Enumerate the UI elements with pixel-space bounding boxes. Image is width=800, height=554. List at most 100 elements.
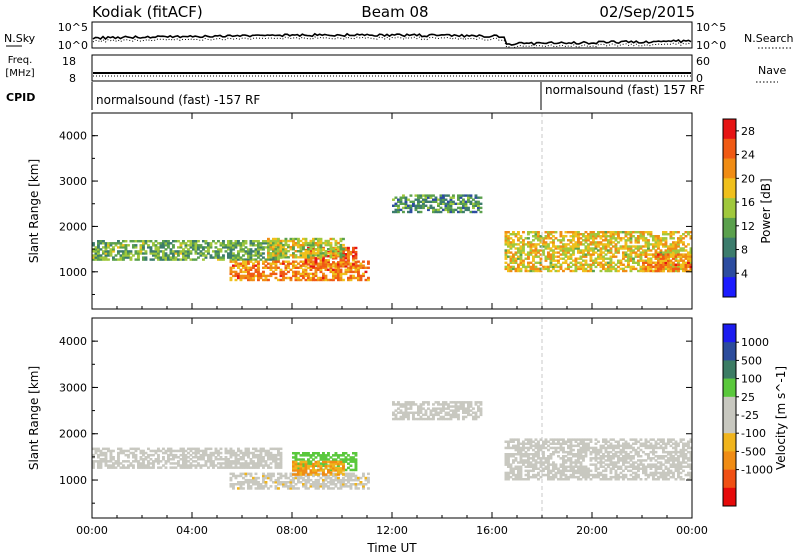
- echo-cell: [264, 278, 268, 282]
- echo-cell: [144, 466, 148, 469]
- echo-cell: [309, 268, 313, 271]
- echo-cell: [252, 453, 255, 457]
- echo-cell: [234, 453, 238, 457]
- echo-cell: [529, 245, 533, 248]
- echo-cell: [332, 272, 335, 276]
- echo-cell: [534, 255, 538, 258]
- echo-cell: [262, 474, 265, 478]
- echo-cell: [297, 487, 300, 490]
- echo-cell: [504, 265, 508, 269]
- echo-cell: [589, 446, 593, 450]
- echo-cell: [259, 453, 263, 457]
- echo-cell: [152, 460, 155, 463]
- echo-cell: [629, 478, 633, 481]
- echo-cell: [434, 200, 438, 203]
- echo-cell: [569, 444, 573, 448]
- echo-cell: [149, 458, 153, 461]
- echo-cell: [477, 200, 480, 203]
- echo-cell: [267, 258, 270, 261]
- echo-cell: [404, 204, 408, 207]
- echo-cell: [302, 458, 305, 461]
- echo-cell: [94, 252, 98, 255]
- echo-cell: [519, 257, 523, 260]
- echo-cell: [267, 451, 270, 455]
- echo-cell: [657, 243, 660, 246]
- echo-cell: [304, 483, 308, 486]
- echo-cell: [92, 242, 95, 245]
- echo-cell: [167, 246, 170, 249]
- echo-cell: [282, 278, 285, 282]
- echo-cell: [144, 256, 148, 259]
- echo-cell: [672, 475, 675, 479]
- echo-cell: [122, 252, 125, 255]
- echo-cell: [102, 258, 105, 261]
- echo-cell: [614, 469, 618, 473]
- echo-cell: [637, 249, 640, 252]
- echo-cell: [507, 235, 510, 238]
- echo-cell: [259, 252, 263, 255]
- echo-cell: [342, 250, 345, 254]
- echo-cell: [197, 252, 200, 255]
- echo-cell: [512, 267, 515, 271]
- echo-cell: [564, 235, 568, 238]
- echo-cell: [187, 256, 190, 259]
- echo-cell: [677, 469, 680, 473]
- echo-cell: [199, 458, 203, 461]
- echo-cell: [332, 472, 335, 476]
- echo-cell: [562, 450, 565, 454]
- echo-cell: [99, 449, 103, 453]
- echo-cell: [289, 248, 293, 251]
- echo-cell: [602, 446, 605, 450]
- echo-cell: [324, 467, 328, 470]
- echo-cell: [327, 476, 330, 480]
- echo-cell: [247, 276, 250, 280]
- echo-cell: [297, 250, 300, 253]
- echo-cell: [637, 269, 640, 273]
- echo-cell: [337, 274, 340, 278]
- echo-cell: [304, 243, 308, 247]
- echo-cell: [97, 258, 100, 261]
- echo-cell: [472, 417, 475, 421]
- echo-cell: [622, 473, 625, 477]
- echo-cell: [547, 455, 550, 458]
- echo-cell: [409, 407, 413, 410]
- echo-cell: [324, 243, 328, 247]
- echo-cell: [589, 265, 593, 269]
- echo-cell: [594, 467, 598, 470]
- echo-cell: [652, 450, 655, 454]
- echo-cell: [144, 252, 148, 255]
- echo-cell: [182, 451, 185, 455]
- echo-cell: [149, 453, 153, 457]
- echo-cell: [647, 269, 650, 273]
- echo-cell: [574, 265, 578, 269]
- echo-cell: [289, 278, 293, 282]
- echo-cell: [564, 255, 568, 258]
- echo-cell: [179, 458, 183, 461]
- echo-cell: [527, 233, 530, 236]
- echo-cell: [272, 260, 275, 263]
- echo-cell: [557, 446, 560, 450]
- echo-cell: [359, 278, 363, 282]
- echo-cell: [517, 440, 520, 443]
- echo-cell: [527, 257, 530, 260]
- echo-cell: [652, 453, 655, 456]
- echo-cell: [474, 196, 478, 199]
- echo-cell: [187, 244, 190, 247]
- echo-cell: [222, 254, 225, 257]
- echo-cell: [112, 246, 115, 249]
- echo-cell: [527, 465, 530, 468]
- echo-cell: [294, 270, 298, 274]
- echo-cell: [194, 464, 198, 467]
- echo-cell: [184, 464, 188, 467]
- echo-cell: [547, 255, 550, 258]
- echo-cell: [687, 442, 690, 445]
- echo-cell: [157, 248, 160, 251]
- echo-cell: [317, 237, 320, 241]
- echo-cell: [184, 458, 188, 461]
- echo-cell: [614, 239, 618, 242]
- echo-cell: [134, 244, 138, 247]
- echo-cell: [344, 456, 348, 459]
- echo-cell: [667, 233, 670, 236]
- echo-cell: [272, 272, 275, 276]
- echo-cell: [339, 261, 343, 264]
